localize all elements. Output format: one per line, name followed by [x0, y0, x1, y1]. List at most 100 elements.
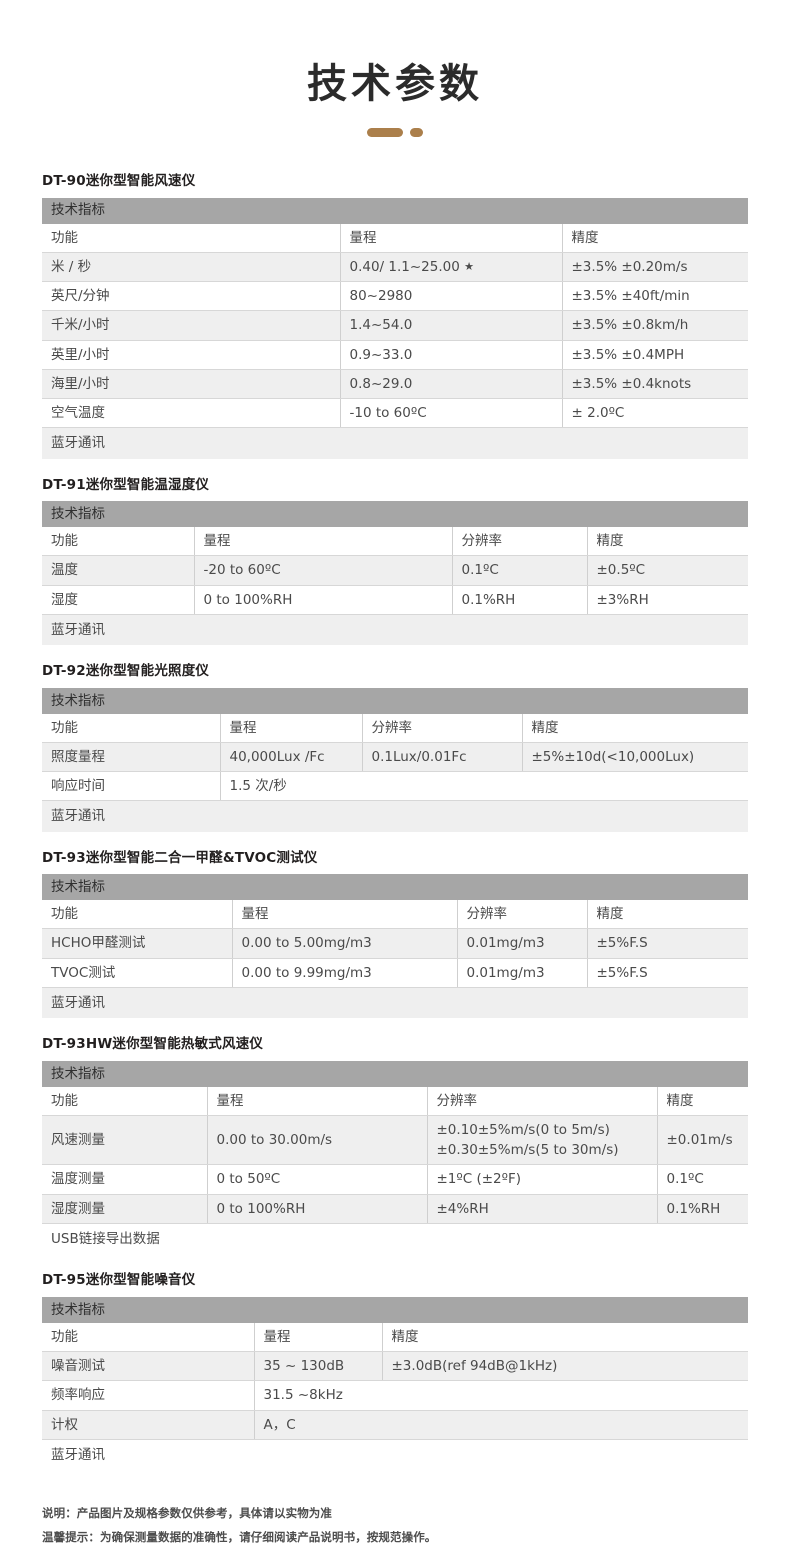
- spec-block: DT-95迷你型智能噪音仪 技术指标 功能 量程 精度 噪音测试 35 ~ 130dB ±3.…: [42, 1272, 748, 1471]
- table-row: 计权 A，C: [42, 1410, 748, 1440]
- table-row: 响应时间 1.5 次/秒: [42, 771, 748, 802]
- column-header: 量程: [193, 527, 452, 557]
- column-header: 功能: [42, 223, 340, 253]
- spec-block: DT-90迷你型智能风速仪 技术指标 功能 量程 精度米 / 秒 0.40/ 1.1~25…: [42, 173, 748, 459]
- column-header: 功能: [42, 713, 220, 743]
- row-value: -20 to 60ºC: [193, 555, 452, 586]
- row-value: ±3%RH: [586, 585, 748, 615]
- row-value: ±3.0dB(ref 94dB@1kHz): [381, 1351, 748, 1382]
- table-banner-row: 技术指标: [42, 1060, 748, 1087]
- column-header: 分辨率: [426, 1086, 657, 1116]
- spec-block: DT-93迷你型智能二合一甲醛&TVOC测试仪 技术指标 功能 量程 分辨率 精度 HCHO…: [42, 850, 748, 1019]
- table-row: TVOC测试 0.00 to 9.99mg/m3 0.01mg/m3 ±5%F.S: [42, 958, 748, 988]
- banner-label: 技术指标: [42, 197, 748, 224]
- spec-blocks-container: DT-90迷你型智能风速仪 技术指标 功能 量程 精度米 / 秒 0.40/ 1.1~25…: [0, 173, 790, 1471]
- table-footer-label: 蓝牙通讯: [42, 427, 748, 459]
- column-header: 精度: [561, 223, 748, 253]
- table-footer-label: 蓝牙通讯: [42, 800, 748, 832]
- row-value: 1.4~54.0: [339, 310, 562, 341]
- table-header-row: 功能 量程 分辨率 精度: [42, 527, 748, 557]
- table-row: 空气温度 -10 to 60ºC ± 2.0ºC: [42, 398, 748, 429]
- star-icon: ★: [464, 259, 474, 273]
- column-header: 量程: [253, 1322, 382, 1353]
- column-header: 精度: [586, 900, 748, 930]
- row-value: 0.8~29.0: [339, 369, 562, 400]
- table-row: 频率响应 31.5 ~8kHz: [42, 1380, 748, 1411]
- table-row: 湿度测量 0 to 100%RH ±4%RH 0.1%RH: [42, 1194, 748, 1224]
- table-row: 温度测量 0 to 50ºC ±1ºC (±2ºF) 0.1ºC: [42, 1164, 748, 1195]
- row-value: 0.1ºC: [656, 1164, 748, 1195]
- column-header: 量程: [231, 900, 457, 930]
- row-value: ±0.01m/s: [656, 1115, 748, 1166]
- column-header: 功能: [42, 1322, 254, 1353]
- column-header: 分辨率: [456, 900, 587, 930]
- banner-label: 技术指标: [42, 501, 748, 528]
- row-value: 0.1%RH: [656, 1194, 748, 1224]
- table-row: 千米/小时 1.4~54.0 ±3.5% ±0.8km/h: [42, 310, 748, 341]
- table-row: 英里/小时 0.9~33.0 ±3.5% ±0.4MPH: [42, 340, 748, 370]
- row-value: ± 2.0ºC: [561, 398, 748, 429]
- table-row: 湿度 0 to 100%RH 0.1%RH ±3%RH: [42, 585, 748, 615]
- row-value: 0.40/ 1.1~25.00 ★: [339, 252, 562, 283]
- row-value: 0.00 to 9.99mg/m3: [231, 958, 457, 988]
- table-row: 温度 -20 to 60ºC 0.1ºC ±0.5ºC: [42, 555, 748, 586]
- notes-section: 说明：产品图片及规格参数仅供参考，具体请以实物为准 温馨提示：为确保测量数据的准确…: [0, 1488, 790, 1549]
- page-title: 技术参数: [307, 61, 483, 107]
- row-value: 0.1%RH: [451, 585, 587, 615]
- row-label: 千米/小时: [42, 310, 340, 341]
- spec-block: DT-91迷你型智能温湿度仪技术指标 功能 量程 分辨率 精度 温度 -20 to 60ºC…: [42, 477, 748, 646]
- table-row: 照度量程 40,000Lux /Fc 0.1Lux/0.01Fc ±5%±10d(<1…: [42, 742, 748, 773]
- row-value: 0.01mg/m3: [456, 958, 587, 988]
- row-label: 海里/小时: [42, 369, 340, 400]
- row-value: ±3.5% ±0.8km/h: [561, 310, 748, 341]
- row-value: 40,000Lux /Fc: [219, 742, 362, 773]
- table-header-row: 功能 量程 分辨率 精度: [42, 1086, 748, 1116]
- table-header-row: 功能 量程 精度: [42, 1322, 748, 1353]
- row-value: 0.9~33.0: [339, 340, 562, 370]
- row-value: 0.00 to 5.00mg/m3: [231, 928, 457, 959]
- table-footer-row: 蓝牙通讯: [42, 987, 748, 1019]
- note-line: 温馨提示：为确保测量数据的准确性，请仔细阅读产品说明书，按规范操作。: [42, 1529, 437, 1544]
- banner-label: 技术指标: [42, 687, 748, 714]
- column-header: 分辨率: [451, 527, 587, 557]
- table-row: 英尺/分钟 80~2980 ±3.5% ±40ft/min: [42, 281, 748, 312]
- block-title: DT-91迷你型智能温湿度仪: [42, 476, 210, 493]
- table-header-row: 功能 量程 分辨率 精度: [42, 900, 748, 930]
- table-banner-row: 技术指标: [42, 687, 748, 714]
- table-row: 噪音测试 35 ~ 130dB ±3.0dB(ref 94dB@1kHz): [42, 1351, 748, 1382]
- row-value: 0 to 100%RH: [193, 585, 452, 615]
- table-banner-row: 技术指标: [42, 874, 748, 901]
- row-label: TVOC测试: [42, 958, 232, 988]
- row-value: 0.00 to 30.00m/s: [206, 1115, 427, 1166]
- column-header: 功能: [42, 900, 232, 930]
- divider-bar-icon: [367, 128, 403, 137]
- row-value: ±3.5% ±40ft/min: [561, 281, 748, 312]
- block-title: DT-93HW迷你型智能热敏式风速仪: [42, 1036, 264, 1053]
- spec-table: 技术指标 功能 量程 分辨率 精度 照度量程 40,000Lux /Fc 0.1Lux/0.0…: [42, 687, 748, 832]
- table-row: 风速测量 0.00 to 30.00m/s ±0.10±5%m/s(0 to 5m/…: [42, 1115, 748, 1166]
- spec-table: 技术指标 功能 量程 分辨率 精度 风速测量 0.00 to 30.00m/s ±0.10±5…: [42, 1060, 748, 1255]
- table-header-row: 功能 量程 精度: [42, 223, 748, 253]
- row-label: 频率响应: [42, 1380, 254, 1411]
- row-label: HCHO甲醛测试: [42, 928, 232, 959]
- row-value: -10 to 60ºC: [339, 398, 562, 429]
- row-label: 温度测量: [42, 1164, 207, 1195]
- title-block: 技术参数: [0, 0, 790, 137]
- title-divider: [0, 128, 790, 137]
- table-footer-row: 蓝牙通讯: [42, 427, 748, 459]
- row-label: 湿度测量: [42, 1194, 207, 1224]
- row-label: 噪音测试: [42, 1351, 254, 1382]
- spec-block: DT-93HW迷你型智能热敏式风速仪技术指标 功能 量程 分辨率 精度 风速测量 0.00 …: [42, 1036, 748, 1255]
- row-value: ±4%RH: [426, 1194, 657, 1224]
- spec-table: 技术指标 功能 量程 精度 噪音测试 35 ~ 130dB ±3.0dB(ref 94dB@…: [42, 1296, 748, 1471]
- row-value: ±0.10±5%m/s(0 to 5m/s) ±0.30±5%m/s(5 to 3…: [426, 1115, 657, 1166]
- row-value: ±0.5ºC: [586, 555, 748, 586]
- row-label: 照度量程: [42, 742, 220, 773]
- column-header: 精度: [656, 1086, 748, 1116]
- spec-table: 技术指标 功能 量程 精度米 / 秒 0.40/ 1.1~25.00 ★ ±3.5% ±0…: [42, 197, 748, 459]
- column-header: 分辨率: [361, 713, 522, 743]
- row-value: ±5%F.S: [586, 958, 748, 988]
- column-header: 精度: [586, 527, 748, 557]
- table-footer-row: 蓝牙通讯: [42, 1439, 748, 1471]
- column-header: 量程: [219, 713, 362, 743]
